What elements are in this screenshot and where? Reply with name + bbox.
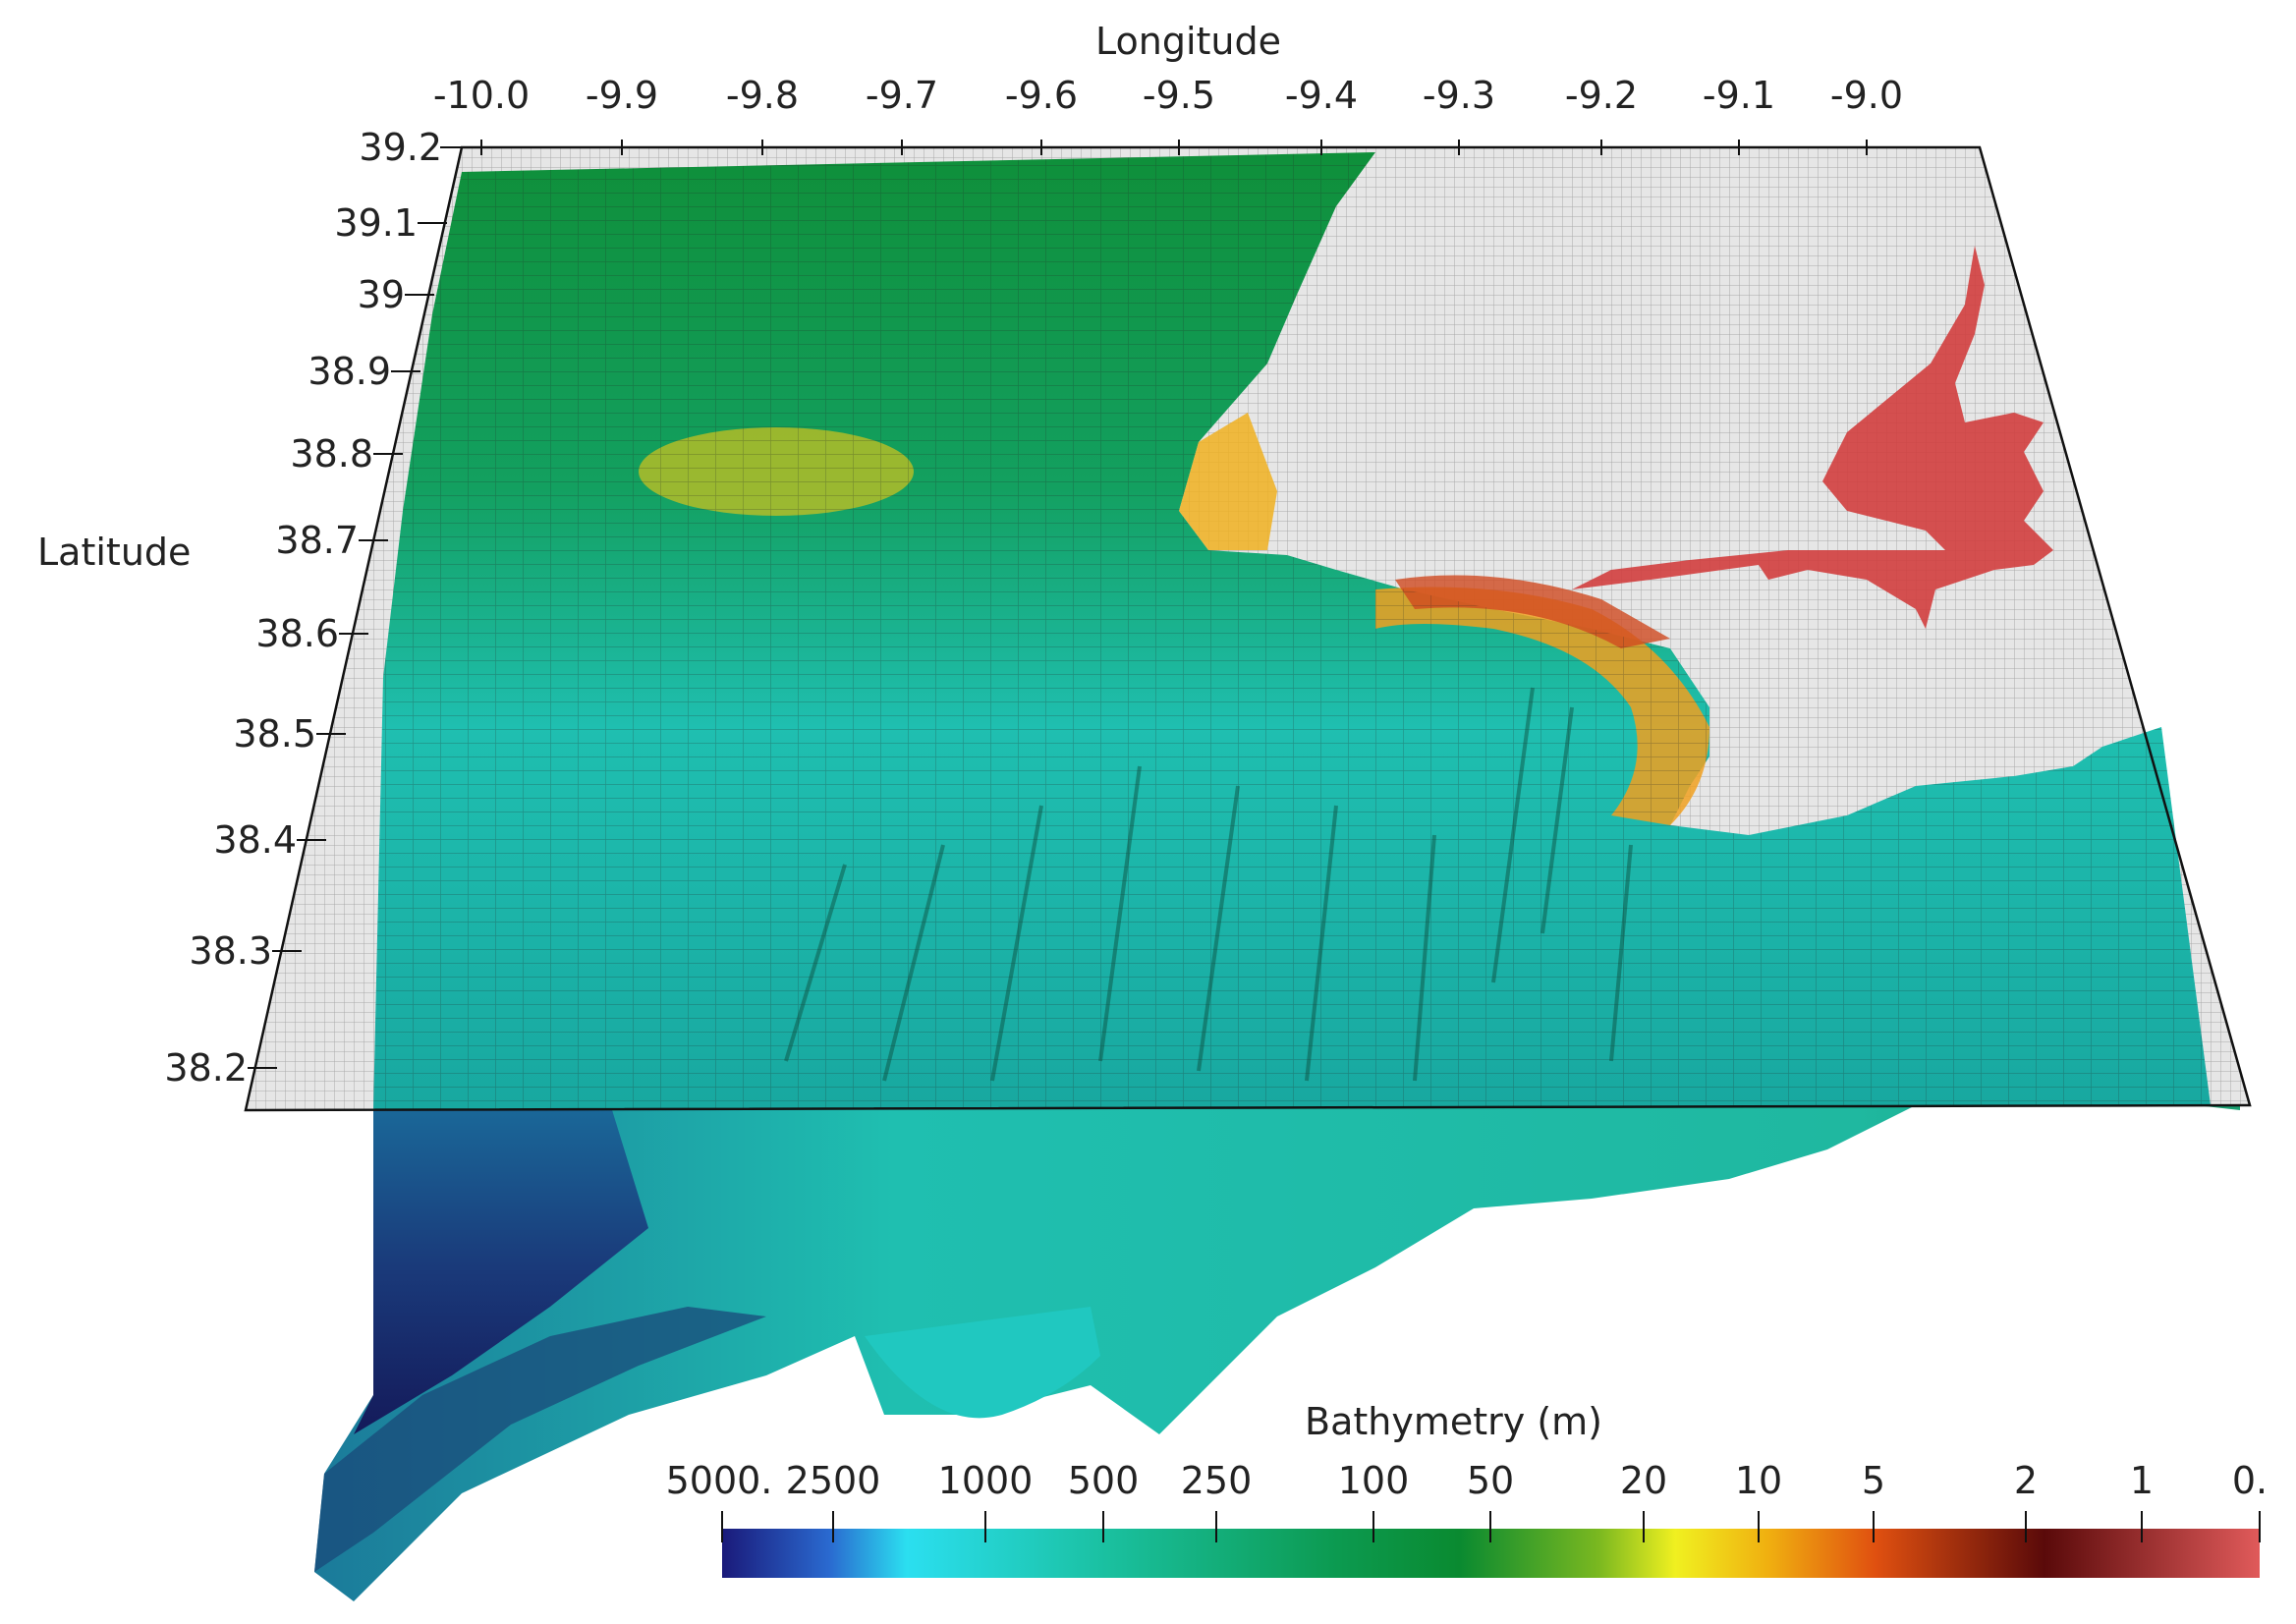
x-tick-label: -9.4: [1284, 74, 1359, 117]
colorbar-label: 100: [1337, 1459, 1410, 1502]
colorbar-label: 500: [1067, 1459, 1140, 1502]
x-tick-label: -9.2: [1564, 74, 1639, 117]
x-tick-label: -9.6: [1004, 74, 1079, 117]
colorbar-label: 0.: [2231, 1459, 2268, 1502]
colorbar-label: 250: [1180, 1459, 1253, 1502]
colorbar-label: 1: [2129, 1459, 2155, 1502]
colorbar-ticks: [721, 1511, 2261, 1542]
x-tick-label: -9.1: [1702, 74, 1776, 117]
colorbar-title: Bathymetry (m): [1305, 1400, 1602, 1443]
y-tick-marks: [248, 146, 470, 1069]
colorbar-label: 20: [1619, 1459, 1668, 1502]
x-tick-label: -9.0: [1829, 74, 1904, 117]
x-axis-title: Longitude: [1095, 20, 1281, 63]
y-tick-label: 39.2: [359, 126, 442, 169]
x-tick-label: -9.9: [585, 74, 659, 117]
y-tick-label: 38.2: [164, 1046, 248, 1090]
x-tick-label: -9.3: [1422, 74, 1496, 117]
y-tick-label: 38.9: [308, 350, 391, 393]
y-tick-label: 38.8: [290, 432, 373, 476]
colorbar-label: 5000.: [665, 1459, 773, 1502]
colorbar-label: 10: [1734, 1459, 1783, 1502]
y-axis-title: Latitude: [37, 531, 192, 574]
x-tick-label: -9.8: [725, 74, 800, 117]
colorbar-label: 2: [2013, 1459, 2039, 1502]
x-tick-marks: [480, 140, 1868, 155]
y-tick-label: 38.4: [213, 818, 297, 862]
y-tick-label: 39.1: [334, 201, 418, 245]
colorbar-label: 2500: [785, 1459, 881, 1502]
x-tick-label: -10.0: [432, 74, 531, 117]
x-tick-label: -9.5: [1142, 74, 1216, 117]
seafloor-body: [314, 1091, 2240, 1601]
y-tick-label: 38.5: [233, 712, 316, 756]
colorbar-label: 50: [1466, 1459, 1515, 1502]
x-tick-label: -9.7: [865, 74, 939, 117]
y-tick-label: 38.6: [255, 612, 339, 655]
colorbar-label: 5: [1861, 1459, 1886, 1502]
y-tick-label: 38.7: [275, 519, 359, 562]
estuary: [1572, 246, 2053, 629]
y-tick-label: 38.3: [189, 929, 272, 973]
y-tick-label: 39: [357, 273, 405, 316]
sea-surface: [373, 152, 2211, 1110]
colorbar-label: 1000: [937, 1459, 1034, 1502]
plane-outline: [244, 145, 2252, 1112]
